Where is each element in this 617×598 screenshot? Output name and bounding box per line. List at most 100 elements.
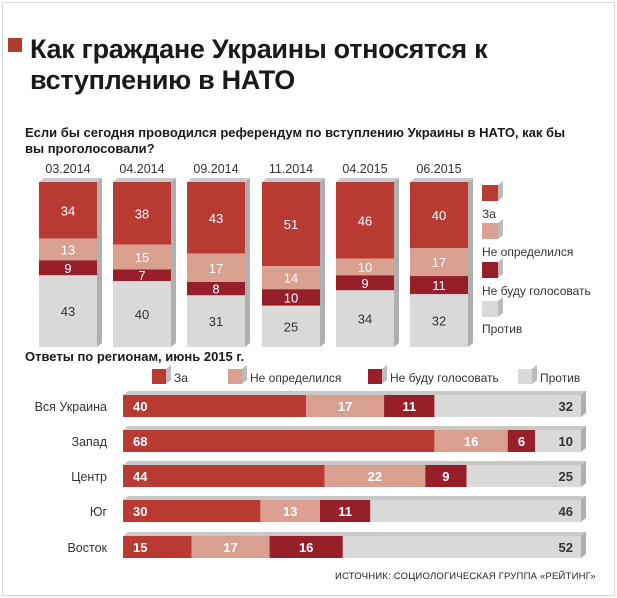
title-marker-icon (8, 38, 22, 52)
column-shadow-5-top (410, 178, 473, 182)
column-3-value-neopr: 14 (284, 271, 298, 286)
region-2-value-nebudu: 9 (442, 469, 449, 484)
column-4-segment-nebudu (336, 275, 394, 291)
column-date-label-3: 11.2014 (269, 162, 313, 176)
legend2-label-nebudu: Не буду голосовать (390, 371, 499, 385)
column-0-value-za: 34 (61, 203, 75, 218)
region-4-segment-nebudu (269, 536, 343, 558)
column-4-value-protiv: 34 (358, 312, 372, 327)
column-date-label-4: 04.2015 (342, 162, 387, 176)
column-2-value-protiv: 31 (209, 314, 223, 329)
region-4-value-za: 15 (133, 540, 147, 555)
region-label-2: Центр (71, 470, 107, 484)
column-3-segment-za (262, 182, 320, 267)
column-1-segment-za (113, 182, 171, 245)
column-3-value-protiv: 25 (284, 319, 298, 334)
legend2-swatch-shadow-nebudu (382, 365, 387, 384)
column-shadow-3-top (262, 178, 325, 182)
legend2-swatch-protiv (518, 369, 532, 384)
legend2-swatch-shadow-protiv (532, 365, 537, 384)
region-1-value-za: 68 (133, 434, 147, 449)
region-0-value-za: 40 (133, 399, 147, 414)
region-1-value-neopr: 16 (464, 434, 478, 449)
column-4-value-neopr: 10 (358, 260, 372, 275)
region-bar-shadow-0-side (581, 391, 586, 417)
column-4-value-nebudu: 9 (361, 276, 368, 291)
column-1-segment-nebudu (113, 269, 171, 281)
column-shadow-1-top (113, 178, 176, 182)
column-2-value-neopr: 17 (209, 261, 223, 276)
column-2-value-nebudu: 8 (212, 282, 219, 297)
legend1-label-neopr: Не определился (482, 245, 573, 259)
region-0-value-neopr: 17 (338, 399, 352, 414)
column-0-value-protiv: 43 (61, 304, 75, 319)
legend1-swatch-shadow-neopr (498, 219, 503, 239)
region-label-1: Запад (71, 435, 107, 449)
region-0-segment-za (123, 395, 307, 417)
column-shadow-5-side (468, 178, 473, 347)
region-1-value-protiv: 10 (559, 434, 573, 449)
column-2-value-za: 43 (209, 211, 223, 226)
region-label-3: Юг (90, 505, 108, 519)
region-bar-shadow-4-side (581, 532, 586, 558)
column-date-label-5: 06.2015 (416, 162, 461, 176)
legend1-swatch-nebudu (482, 262, 498, 278)
region-0-segment-neopr (306, 395, 385, 417)
column-0-value-nebudu: 9 (64, 261, 71, 276)
legend2-swatch-nebudu (368, 369, 382, 384)
column-shadow-2-side (245, 178, 250, 347)
legend2-swatch-shadow-za (166, 365, 171, 384)
region-0-segment-protiv (434, 395, 581, 417)
legend1-swatch-shadow-protiv (498, 297, 503, 317)
region-1-segment-za (123, 430, 435, 452)
column-shadow-2-top (187, 178, 250, 182)
column-5-segment-za (410, 182, 468, 248)
legend1-label-za: За (482, 207, 496, 221)
column-3-value-nebudu: 10 (284, 291, 298, 306)
column-2-segment-za (187, 182, 245, 254)
region-bar-shadow-0-top (123, 391, 586, 395)
region-4-segment-protiv (342, 536, 581, 558)
column-1-segment-neopr (113, 244, 171, 270)
region-3-segment-protiv (370, 500, 581, 522)
region-2-value-protiv: 25 (559, 469, 573, 484)
region-4-value-protiv: 52 (559, 540, 573, 555)
region-3-value-za: 30 (133, 504, 147, 519)
column-2-segment-protiv (187, 295, 245, 347)
column-4-value-za: 46 (358, 213, 372, 228)
region-1-segment-nebudu (507, 430, 536, 452)
region-bar-shadow-4-top (123, 532, 586, 536)
column-shadow-0-side (97, 178, 102, 347)
region-2-segment-nebudu (425, 465, 467, 487)
column-1-value-za: 38 (135, 206, 149, 221)
column-2-segment-nebudu (187, 282, 245, 296)
legend1-swatch-shadow-za (498, 181, 503, 201)
column-shadow-3-side (320, 178, 325, 347)
region-4-value-nebudu: 16 (299, 540, 313, 555)
column-4-segment-protiv (336, 290, 394, 347)
region-2-segment-za (123, 465, 325, 487)
region-bar-shadow-3-side (581, 496, 586, 522)
column-1-value-protiv: 40 (135, 307, 149, 322)
column-date-label-0: 03.2014 (45, 162, 90, 176)
region-bar-shadow-2-top (123, 461, 586, 465)
region-label-0: Вся Украина (35, 400, 107, 414)
survey-question: Если бы сегодня проводился референдум по… (25, 125, 566, 156)
region-1-value-nebudu: 6 (518, 434, 525, 449)
column-5-value-neopr: 17 (432, 255, 446, 270)
column-1-value-neopr: 15 (135, 250, 149, 265)
column-3-segment-protiv (262, 305, 320, 347)
region-bar-shadow-1-side (581, 426, 586, 452)
column-0-segment-protiv (39, 275, 97, 347)
legend1-swatch-za (482, 185, 498, 201)
column-shadow-4-side (394, 178, 399, 347)
legend2-swatch-shadow-neopr (242, 365, 247, 384)
legend1-swatch-shadow-nebudu (498, 258, 503, 278)
region-2-segment-protiv (466, 465, 581, 487)
column-5-segment-protiv (410, 294, 468, 347)
column-shadow-4-top (336, 178, 399, 182)
region-3-segment-neopr (260, 500, 320, 522)
region-bar-shadow-2-side (581, 461, 586, 487)
